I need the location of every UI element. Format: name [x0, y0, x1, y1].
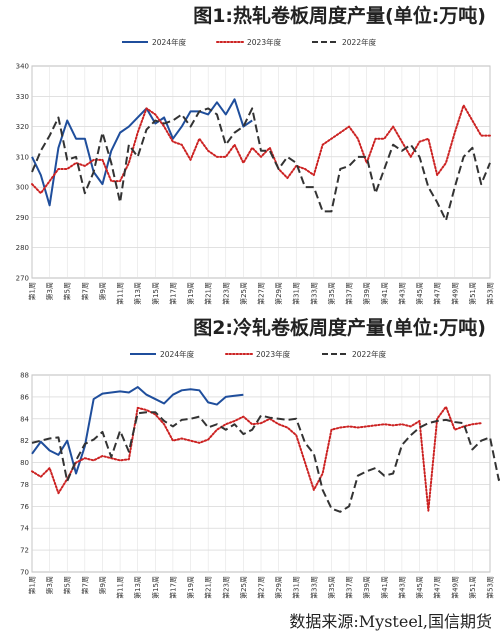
legend-label: 2024年度	[160, 349, 195, 359]
y-tick-label: 78	[20, 481, 29, 489]
x-tick-label: 第9周	[98, 576, 107, 594]
y-tick-label: 310	[16, 153, 29, 161]
x-tick-label: 第25周	[239, 282, 248, 305]
x-tick-label: 第53周	[486, 576, 495, 599]
y-tick-label: 72	[20, 547, 29, 555]
x-tick-label: 第51周	[468, 282, 477, 305]
y-tick-label: 330	[16, 93, 29, 101]
x-tick-label: 第45周	[415, 576, 424, 599]
x-tick-label: 第39周	[362, 576, 371, 599]
x-tick-label: 第7周	[80, 282, 89, 300]
y-tick-label: 88	[20, 372, 29, 380]
x-tick-label: 第17周	[168, 282, 177, 305]
x-tick-label: 第11周	[116, 576, 125, 599]
x-tick-label: 第31周	[292, 282, 301, 305]
x-tick-label: 第3周	[45, 282, 54, 300]
x-tick-label: 第49周	[450, 576, 459, 599]
legend-label: 2022年度	[342, 37, 377, 47]
x-tick-label: 第35周	[327, 282, 336, 305]
series-line-2022年度	[31, 411, 500, 513]
x-tick-label: 第5周	[63, 282, 72, 300]
cold-rolled-chart: 70727476788082848688第1周 第3周 第5周 第7周 第9周 第11周第…	[20, 349, 500, 599]
legend-label: 2024年度	[152, 37, 187, 47]
x-tick-label: 第9周	[98, 282, 107, 300]
x-tick-label: 第23周	[221, 576, 230, 599]
series-line-2023年度	[31, 104, 491, 195]
x-tick-label: 第13周	[133, 282, 142, 305]
y-tick-label: 280	[16, 244, 29, 252]
x-tick-label: 第41周	[380, 282, 389, 305]
x-tick-label: 第1周	[28, 282, 37, 300]
x-tick-label: 第25周	[239, 576, 248, 599]
x-tick-label: 第43周	[397, 282, 406, 305]
chart1-title: 图1:热轧卷板周度产量(单位:万吨)	[193, 5, 486, 27]
y-tick-label: 290	[16, 214, 29, 222]
x-tick-label: 第15周	[151, 282, 160, 305]
x-tick-label: 第47周	[433, 282, 442, 305]
x-tick-label: 第7周	[80, 576, 89, 594]
x-tick-label: 第3周	[45, 576, 54, 594]
x-tick-label: 第13周	[133, 576, 142, 599]
x-tick-label: 第21周	[204, 282, 213, 305]
y-tick-label: 84	[20, 415, 29, 423]
x-tick-label: 第27周	[257, 282, 266, 305]
y-tick-label: 80	[20, 459, 29, 467]
x-tick-label: 第39周	[362, 282, 371, 305]
x-tick-label: 第1周	[28, 576, 37, 594]
source-note: 数据来源:Mysteel,国信期货	[289, 612, 492, 631]
hot-rolled-chart: 270280290300310320330340第1周 第3周 第5周 第7周 第9周第…	[16, 37, 495, 305]
y-tick-label: 340	[16, 63, 29, 71]
y-tick-label: 270	[16, 275, 29, 283]
x-tick-label: 第17周	[168, 576, 177, 599]
y-tick-label: 70	[20, 569, 29, 577]
x-tick-label: 第19周	[186, 282, 195, 305]
x-tick-label: 第29周	[274, 576, 283, 599]
x-tick-label: 第33周	[309, 282, 318, 305]
y-tick-label: 300	[16, 184, 29, 192]
x-tick-label: 第45周	[415, 282, 424, 305]
x-tick-label: 第37周	[345, 576, 354, 599]
x-tick-label: 第5周	[63, 576, 72, 594]
x-tick-label: 第29周	[274, 282, 283, 305]
x-tick-label: 第31周	[292, 576, 301, 599]
series-line-2024年度	[31, 98, 253, 207]
x-tick-label: 第37周	[345, 282, 354, 305]
chart2-title: 图2:冷轧卷板周度产量(单位:万吨)	[193, 317, 486, 339]
x-tick-label: 第43周	[397, 576, 406, 599]
legend-label: 2023年度	[256, 349, 291, 359]
x-tick-label: 第11周	[116, 282, 125, 305]
x-tick-label: 第51周	[468, 576, 477, 599]
legend-label: 2022年度	[352, 349, 387, 359]
series-line-2024年度	[31, 386, 244, 475]
x-tick-label: 第15周	[151, 576, 160, 599]
x-tick-label: 第41周	[380, 576, 389, 599]
legend-label: 2023年度	[247, 37, 282, 47]
y-tick-label: 86	[20, 393, 29, 401]
x-tick-label: 第53周	[486, 282, 495, 305]
x-tick-label: 第33周	[309, 576, 318, 599]
x-tick-label: 第21周	[204, 576, 213, 599]
series-line-2023年度	[31, 405, 483, 512]
x-tick-label: 第19周	[186, 576, 195, 599]
x-tick-label: 第23周	[221, 282, 230, 305]
y-tick-label: 82	[20, 437, 29, 445]
y-tick-label: 320	[16, 123, 29, 131]
y-tick-label: 76	[20, 503, 29, 511]
x-tick-label: 第47周	[433, 576, 442, 599]
x-tick-label: 第27周	[257, 576, 266, 599]
x-tick-label: 第35周	[327, 576, 336, 599]
y-tick-label: 74	[20, 525, 29, 533]
series-line-2022年度	[31, 107, 491, 222]
x-tick-label: 第49周	[450, 282, 459, 305]
